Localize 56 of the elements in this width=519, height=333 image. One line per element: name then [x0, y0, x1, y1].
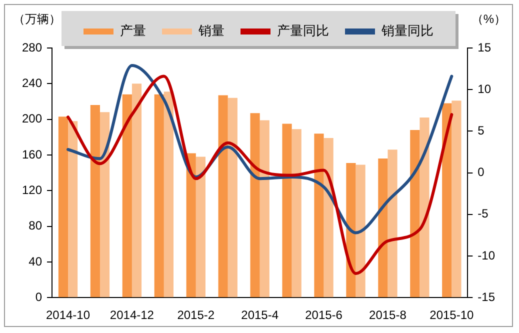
legend-label: 销量 [198, 23, 224, 38]
x-tick-label: 2014-12 [110, 308, 154, 322]
y2-axis-title: （%） [471, 11, 506, 28]
y-tick-label: 280 [22, 40, 42, 54]
bar [452, 100, 462, 298]
bar [58, 116, 68, 298]
legend-label: 销量同比 [380, 23, 434, 38]
y-tick-label: 0 [35, 290, 42, 304]
y-tick-label: 120 [22, 182, 42, 197]
y2-tick-label: 10 [478, 82, 492, 96]
x-tick-label: 2015-4 [241, 308, 279, 322]
bar [378, 158, 388, 298]
bar [228, 98, 238, 298]
bar [388, 150, 398, 298]
line-series [66, 64, 454, 234]
bar [122, 94, 132, 298]
bar [100, 112, 110, 298]
y-tick-label: 160 [22, 147, 42, 162]
legend-label: 产量同比 [277, 23, 329, 38]
y2-tick-label: -10 [478, 248, 496, 262]
x-tick-label: 2015-10 [430, 308, 474, 322]
y2-tick-label: -15 [478, 290, 496, 304]
x-tick-label: 2015-8 [369, 308, 407, 322]
x-tick-label: 2015-2 [177, 308, 215, 322]
legend-label: 产量 [120, 23, 146, 38]
bar [132, 84, 142, 298]
y-tick-label: 200 [22, 112, 42, 126]
bar [346, 162, 356, 298]
y2-tick-label: 0 [478, 165, 485, 180]
bar [218, 95, 228, 298]
x-tick-label: 2015-6 [305, 308, 343, 322]
bar [250, 113, 260, 298]
bar [324, 138, 334, 298]
x-tick-label: 2014-10 [46, 308, 90, 322]
y-tick-label: 80 [28, 218, 42, 233]
y-axis-title: （万辆） [13, 11, 61, 28]
y2-tick-label: -5 [478, 206, 489, 221]
bar [186, 153, 196, 298]
bar [442, 103, 452, 298]
bar [282, 124, 292, 298]
bar [420, 118, 430, 298]
bar [90, 105, 100, 298]
bar [314, 134, 324, 298]
bar [164, 92, 174, 298]
bar [410, 130, 420, 298]
y2-tick-label: 15 [478, 40, 492, 54]
bar [260, 120, 270, 298]
bar [196, 156, 206, 298]
bar [154, 94, 164, 298]
bar [68, 121, 78, 298]
bar [292, 129, 302, 298]
line-series [66, 74, 454, 275]
y-tick-label: 40 [28, 254, 42, 268]
bar [356, 164, 366, 298]
y2-tick-label: 5 [478, 124, 485, 138]
y-tick-label: 240 [22, 76, 42, 90]
